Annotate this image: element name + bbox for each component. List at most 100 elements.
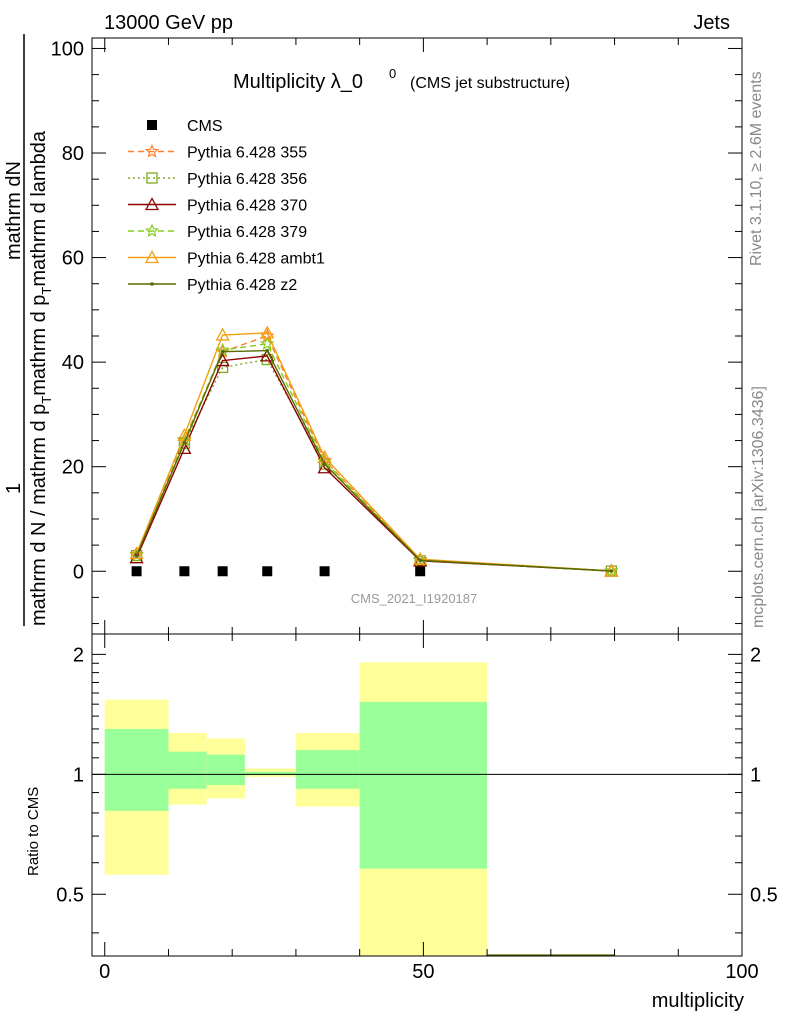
data-point (260, 325, 275, 339)
ratio-y-tick-label: 2 (73, 644, 84, 666)
ratio-band-green (104, 728, 169, 811)
main-ticks: 0 20 40 60 80 100 (51, 38, 743, 634)
rivet-label: Rivet 3.1.10, ≥ 2.6M events (748, 71, 765, 266)
x-tick-label: 100 (725, 961, 758, 983)
legend-entry: CMS (147, 118, 223, 135)
energy-label: 13000 GeV pp (104, 12, 233, 34)
series-line (135, 343, 612, 572)
legend-entry: Pythia 6.428 356 (128, 171, 307, 188)
ratio-y-tick-label: 0.5 (56, 884, 84, 906)
ratio-plot-frame (91, 633, 743, 957)
series-6 (134, 348, 614, 573)
data-point (609, 569, 614, 573)
series-4 (129, 336, 619, 578)
data-point (265, 348, 270, 353)
data-point (144, 250, 160, 264)
data-point (215, 327, 230, 341)
y-tick-label: 0 (73, 561, 84, 583)
ratio-bands (104, 662, 615, 956)
category-label: Jets (693, 12, 730, 34)
y-tick-label: 100 (51, 38, 84, 60)
ratio-ylabel: Ratio to CMS (25, 787, 42, 876)
x-tick-label: 0 (99, 961, 110, 983)
ratio-band-green (359, 701, 488, 869)
main-panel: 0 20 40 60 80 100 (51, 37, 743, 635)
ratio-ticks: 0.5 0.5 1 1 2 2 0 50 100 (56, 634, 778, 983)
data-point (418, 558, 422, 563)
data-point (217, 566, 228, 577)
series-0 (131, 566, 426, 577)
legend-label: Pythia 6.428 379 (187, 224, 307, 241)
ratio-band-green (295, 750, 360, 789)
y-tick-label: 60 (62, 248, 84, 270)
ylabel-denominator: mathrm d N / mathrm d pTmathrm d pTmathr… (28, 130, 54, 626)
series-2 (130, 353, 618, 577)
legend-entry: Pythia 6.428 370 (128, 197, 307, 215)
data-point (413, 551, 428, 565)
main-ylabel: mathrm dN 1 mathrm d N / mathrm d pTmath… (3, 34, 54, 626)
data-point (177, 441, 192, 455)
ratio-y-tick-label-right: 1 (750, 764, 761, 786)
y-tick-label: 40 (62, 352, 84, 374)
analysis-id: CMS_2021_I1920187 (351, 591, 478, 606)
data-point (319, 566, 330, 577)
ylabel-den-sub: T (39, 396, 54, 404)
ratio-y-tick-label: 1 (73, 764, 84, 786)
data-point (220, 349, 225, 354)
legend-label: CMS (187, 118, 223, 135)
ratio-band-green (206, 754, 245, 786)
data-point (129, 546, 144, 560)
data-point (144, 143, 160, 158)
plot-title: Multiplicity λ_0 0 (CMS jet substructure… (233, 66, 570, 93)
data-point (322, 462, 327, 466)
data-point (131, 566, 142, 577)
legend-entry: Pythia 6.428 379 (128, 223, 307, 241)
legend-label: Pythia 6.428 355 (187, 145, 307, 162)
series-line (135, 335, 612, 572)
data-point (144, 223, 160, 238)
title-subtitle: (CMS jet substructure) (410, 75, 570, 92)
series-line (135, 358, 612, 572)
data-point (134, 553, 139, 558)
main-series (129, 325, 619, 578)
legend-label: Pythia 6.428 356 (187, 171, 307, 188)
data-point (415, 566, 426, 577)
source-label: mcplots.cern.ch [arXiv:1306.3436] (750, 386, 767, 628)
legend-entry: Pythia 6.428 ambt1 (128, 250, 325, 268)
data-point (604, 563, 619, 578)
series-1 (129, 328, 619, 578)
ylabel-den-b: mathrm d p (28, 295, 50, 396)
ratio-band-green (168, 751, 207, 789)
title-main: Multiplicity λ_0 (233, 71, 363, 93)
data-point (146, 172, 158, 184)
series-5 (129, 325, 619, 577)
ratio-panel: 0.5 0.5 1 1 2 2 0 50 100 (56, 633, 778, 983)
ylabel-den-c: mathrm d lambda (28, 130, 50, 286)
legend-entry: Pythia 6.428 355 (128, 143, 307, 162)
y-tick-label: 20 (62, 457, 84, 479)
legend-label: Pythia 6.428 ambt1 (187, 251, 325, 268)
ratio-band-green (244, 771, 296, 776)
ratio-y-tick-label-right: 0.5 (750, 884, 778, 906)
series-line (135, 332, 612, 572)
data-point (129, 547, 144, 562)
title-superscript: 0 (389, 66, 396, 81)
ratio-y-tick-label-right: 2 (750, 644, 761, 666)
ylabel-numerator: mathrm dN (3, 161, 25, 260)
ylabel-one: 1 (3, 483, 25, 494)
legend-label: Pythia 6.428 370 (187, 198, 307, 215)
data-point (182, 440, 187, 445)
y-tick-label: 80 (62, 143, 84, 165)
ylabel-den-a: mathrm d N / mathrm d p (28, 404, 50, 626)
ylabel-den-sub2: T (39, 287, 54, 295)
legend-label: Pythia 6.428 z2 (187, 277, 297, 294)
x-tick-label: 50 (412, 961, 434, 983)
data-point (147, 120, 157, 130)
data-point (179, 566, 190, 577)
data-point (144, 197, 160, 211)
data-point (150, 282, 154, 286)
data-point (318, 458, 331, 470)
legend-entry: Pythia 6.428 z2 (128, 277, 297, 294)
data-point (262, 566, 273, 577)
